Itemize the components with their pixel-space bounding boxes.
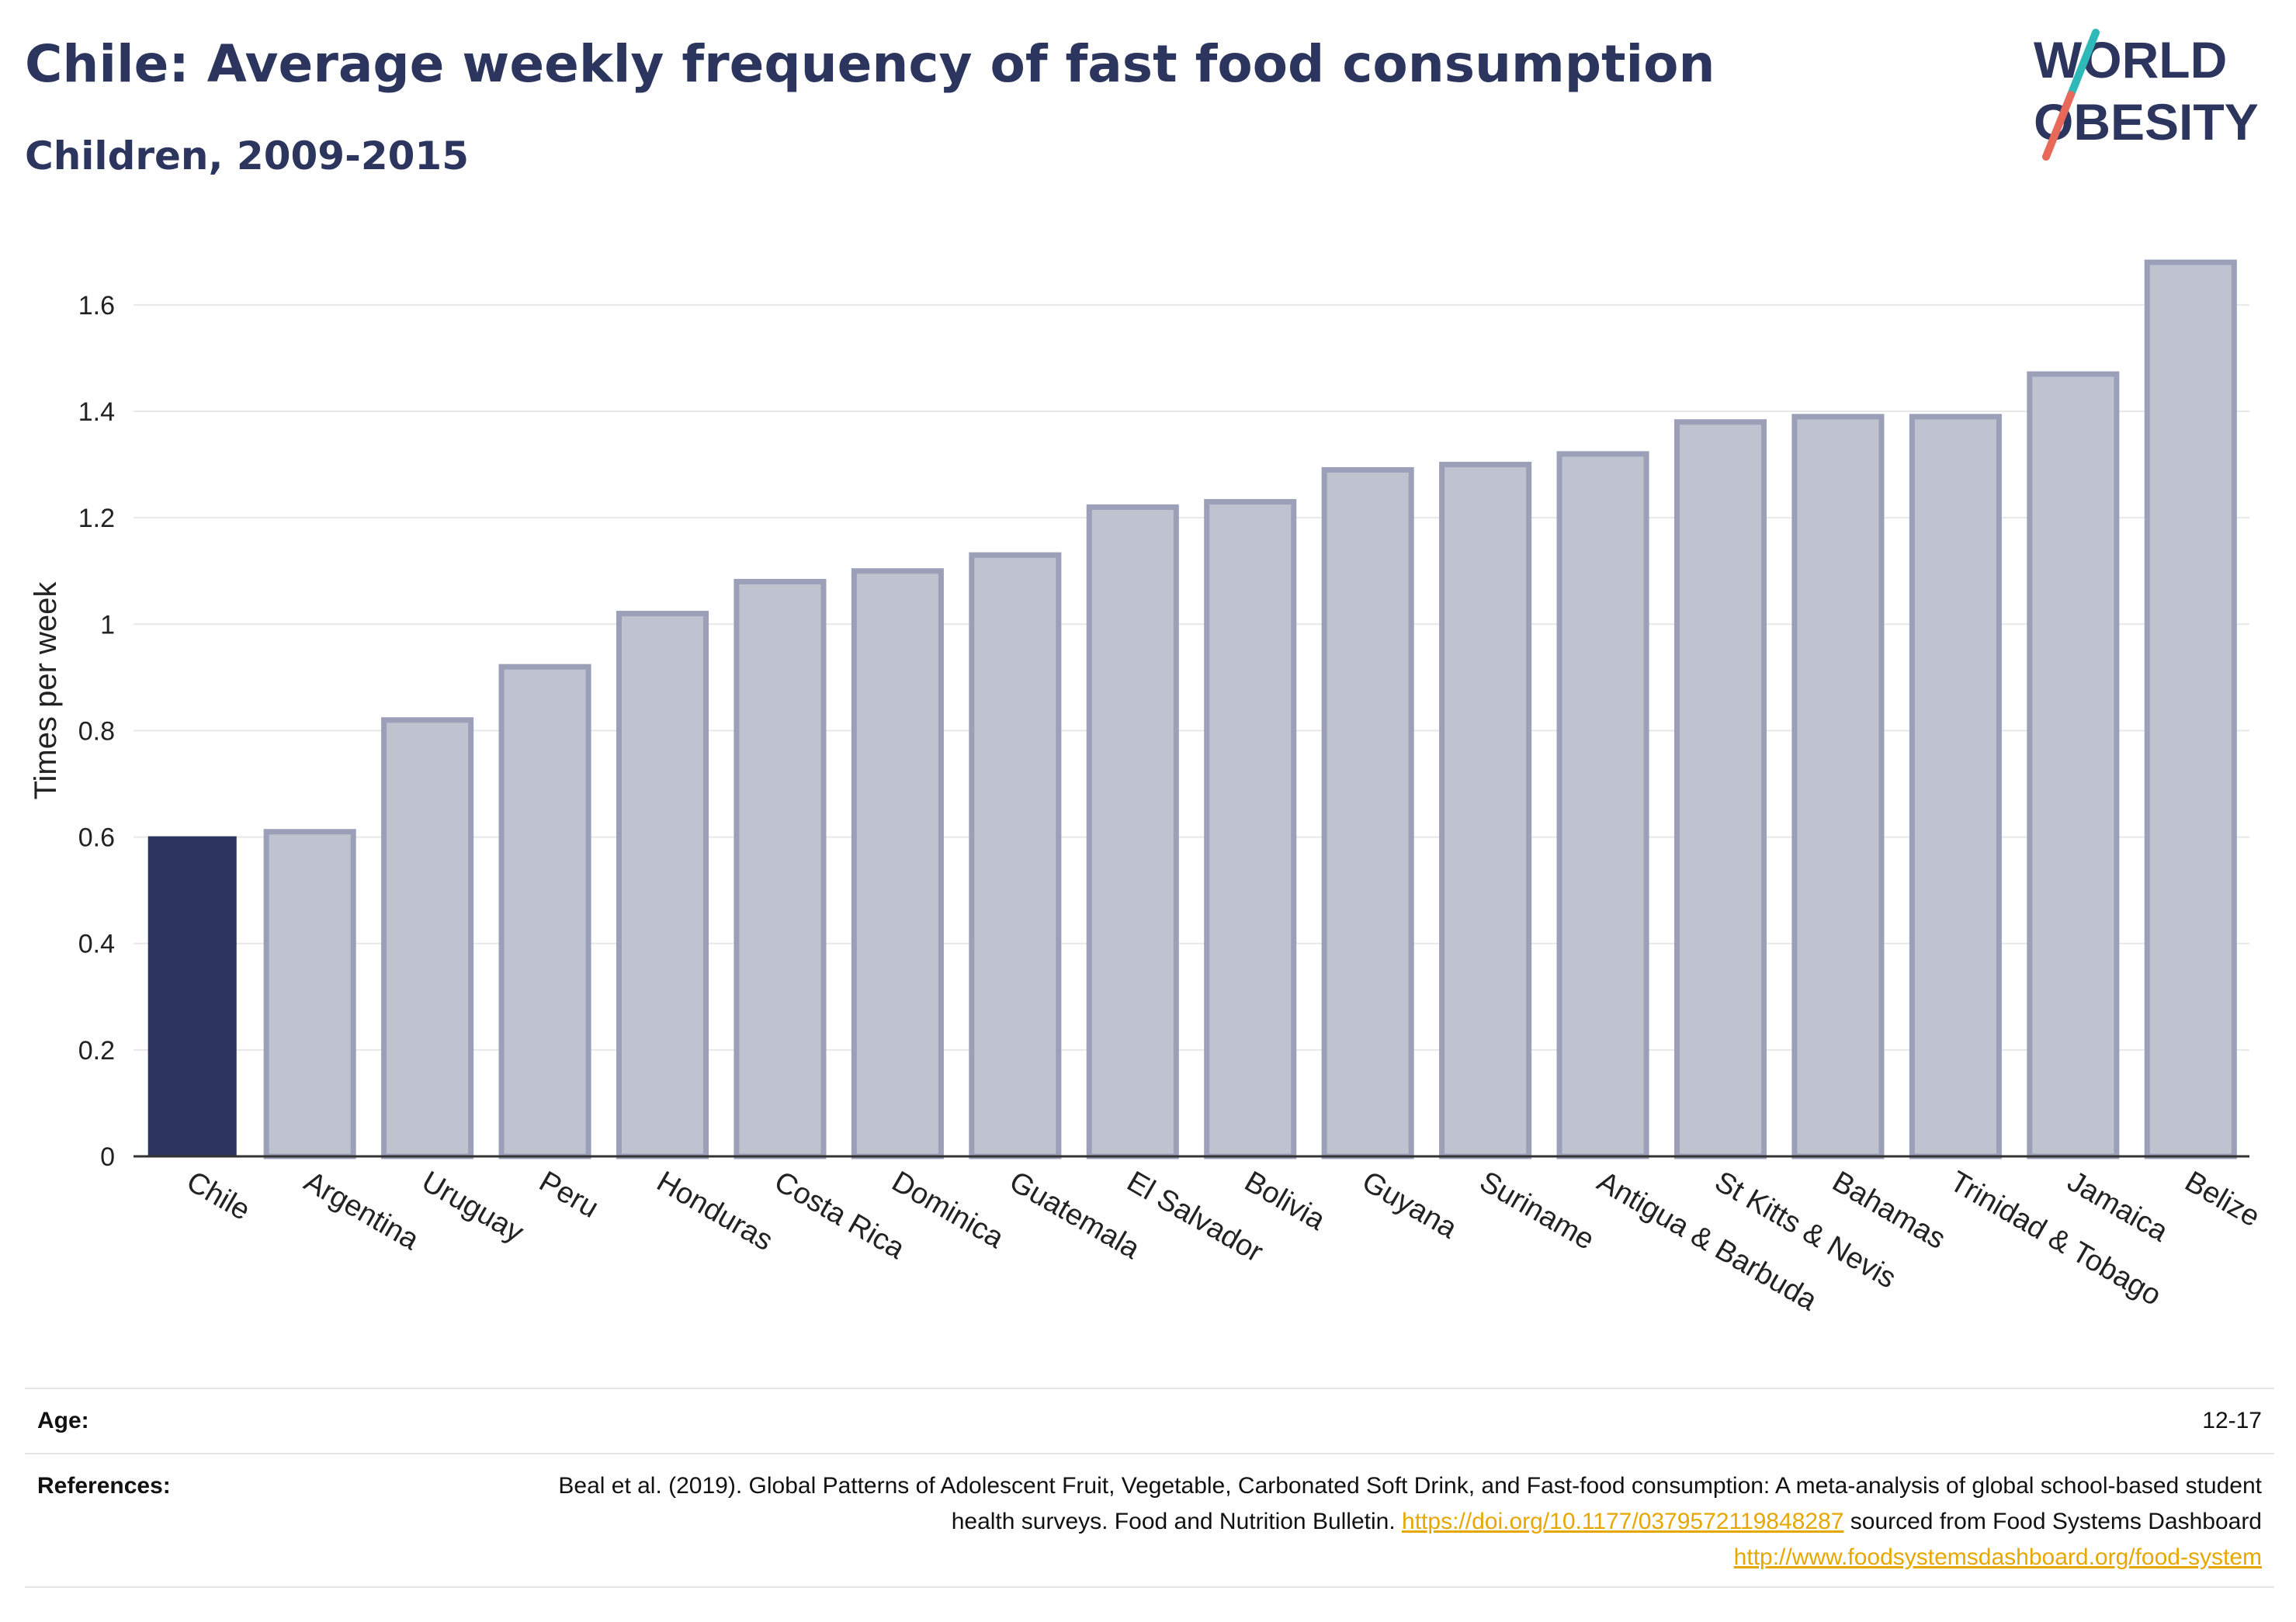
x-tick-label: Argentina — [299, 1165, 425, 1256]
bar-suriname — [1439, 462, 1532, 1159]
y-tick-label: 0 — [100, 1142, 115, 1172]
age-row: Age: 12-17 — [25, 1389, 2274, 1453]
y-tick-label: 1 — [100, 610, 115, 639]
bar-costa-rica — [734, 578, 827, 1159]
y-tick-label: 0.8 — [78, 716, 115, 746]
world-obesity-logo: WORLD OBESITY — [2034, 29, 2259, 161]
y-tick-label: 0.4 — [78, 930, 115, 959]
y-tick-label: 1.6 — [78, 291, 115, 321]
chart-title: Chile: Average weekly frequency of fast … — [25, 34, 1715, 94]
bar-bolivia — [1204, 499, 1297, 1159]
x-tick-label: Antigua & Barbuda — [1592, 1165, 1823, 1317]
references-label: References: — [37, 1473, 171, 1499]
chart-subtitle: Children, 2009-2015 — [25, 133, 469, 178]
logo-slash-teal — [2067, 29, 2100, 99]
logo-text-world: WORLD — [2034, 31, 2227, 88]
bar-chart: 0 0.2 0.4 0.6 0.8 1 1.2 1.4 1.6 Chile ArgentinaUr… — [29, 259, 2265, 1318]
x-tick-label: Suriname — [1474, 1165, 1600, 1256]
bar-el-salvador — [1086, 504, 1179, 1159]
x-tick-label: Belize — [2180, 1165, 2266, 1233]
bar-dominica — [851, 568, 944, 1159]
bar-uruguay — [381, 717, 474, 1159]
references-row: References: Beal et al. (2019). Global P… — [25, 1453, 2274, 1588]
references-value: Beal et al. (2019). Global Patterns of A… — [554, 1468, 2274, 1575]
x-tick-label: Honduras — [651, 1165, 779, 1257]
bar-bahamas — [1791, 414, 1885, 1159]
x-tick-label: Bolivia — [1239, 1165, 1331, 1237]
logo-slash-coral — [2042, 91, 2075, 161]
age-label: Age: — [37, 1408, 89, 1433]
y-tick-label: 0.2 — [78, 1036, 115, 1066]
references-text: Beal et al. (2019). Global Patterns of A… — [558, 1473, 2262, 1534]
x-tick-label: Chile — [181, 1165, 255, 1227]
bar-antigua-barbuda — [1556, 451, 1649, 1159]
info-table: Age: 12-17 References: Beal et al. (2019… — [25, 1388, 2274, 1588]
doi-link[interactable]: https://doi.org/10.1177/0379572119848287 — [1402, 1509, 1844, 1534]
x-tick-label: Trinidad & Tobago — [1944, 1165, 2166, 1312]
bar-st-kitts-nevis — [1673, 419, 1767, 1159]
x-tick-label: Guyana — [1357, 1165, 1463, 1245]
bars — [147, 259, 2237, 1159]
x-tick-label: Guatemala — [1004, 1165, 1146, 1266]
y-axis-label: Times per week — [29, 581, 63, 800]
bar-peru — [498, 664, 591, 1159]
bar-belize — [2144, 259, 2237, 1159]
y-tick-label: 1.4 — [78, 397, 115, 427]
x-tick-label: Costa Rica — [768, 1165, 910, 1266]
y-tick-label: 0.6 — [78, 823, 115, 853]
bar-argentina — [263, 829, 356, 1159]
food-systems-dashboard-link[interactable]: http://www.foodsystemsdashboard.org/food… — [1733, 1544, 2262, 1570]
bar-trinidad-tobago — [1909, 414, 2002, 1159]
bar-guatemala — [969, 552, 1062, 1159]
y-tick-label: 1.2 — [78, 504, 115, 533]
age-value: 12-17 — [2202, 1408, 2262, 1433]
bar-honduras — [616, 611, 709, 1159]
references-source-text: sourced from Food Systems Dashboard — [1850, 1509, 2262, 1534]
y-axis-ticks: 0 0.2 0.4 0.6 0.8 1 1.2 1.4 1.6 — [78, 291, 115, 1172]
bar-guyana — [1321, 466, 1414, 1159]
bar-jamaica — [2027, 371, 2120, 1159]
x-tick-label: Peru — [534, 1165, 605, 1225]
grid-lines — [134, 303, 2249, 1051]
x-tick-label: Uruguay — [416, 1165, 529, 1249]
bar-chile — [147, 836, 237, 1157]
